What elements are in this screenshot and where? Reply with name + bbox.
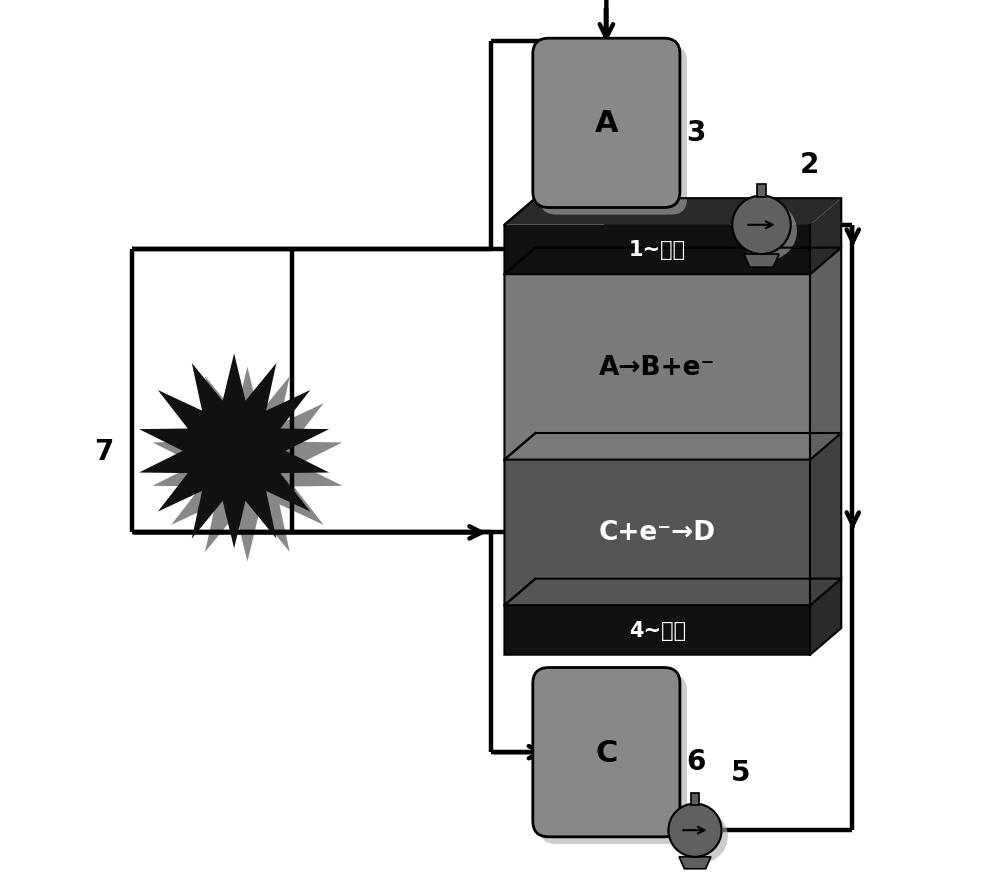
- Polygon shape: [679, 856, 711, 869]
- Polygon shape: [810, 579, 841, 655]
- Text: 5: 5: [730, 758, 750, 786]
- Text: A: A: [595, 109, 618, 139]
- Bar: [504, 460, 810, 605]
- FancyBboxPatch shape: [540, 675, 687, 844]
- Text: 7: 7: [94, 437, 113, 465]
- Bar: [504, 225, 810, 275]
- FancyBboxPatch shape: [533, 668, 680, 837]
- Bar: [691, 794, 699, 805]
- Polygon shape: [504, 249, 841, 275]
- FancyBboxPatch shape: [533, 39, 680, 208]
- Text: C: C: [595, 738, 618, 767]
- Circle shape: [668, 804, 722, 856]
- Text: 4~正极: 4~正极: [629, 620, 686, 640]
- Text: 6: 6: [686, 747, 706, 775]
- Polygon shape: [504, 434, 841, 460]
- Text: 1~负极: 1~负极: [629, 240, 686, 260]
- Polygon shape: [744, 255, 779, 268]
- Polygon shape: [810, 199, 841, 275]
- Text: A→B+e⁻: A→B+e⁻: [599, 355, 716, 381]
- Polygon shape: [810, 434, 841, 605]
- Bar: [757, 185, 766, 198]
- Polygon shape: [504, 199, 841, 225]
- Polygon shape: [139, 354, 329, 549]
- Bar: [504, 605, 810, 655]
- Circle shape: [675, 810, 728, 863]
- Polygon shape: [810, 249, 841, 460]
- Text: 3: 3: [686, 119, 706, 147]
- Text: C+e⁻→D: C+e⁻→D: [599, 519, 716, 546]
- Circle shape: [738, 203, 797, 261]
- FancyBboxPatch shape: [540, 46, 687, 215]
- Polygon shape: [504, 579, 841, 605]
- Circle shape: [732, 197, 791, 255]
- Text: 2: 2: [800, 150, 819, 179]
- Bar: [504, 275, 810, 460]
- Polygon shape: [152, 367, 342, 562]
